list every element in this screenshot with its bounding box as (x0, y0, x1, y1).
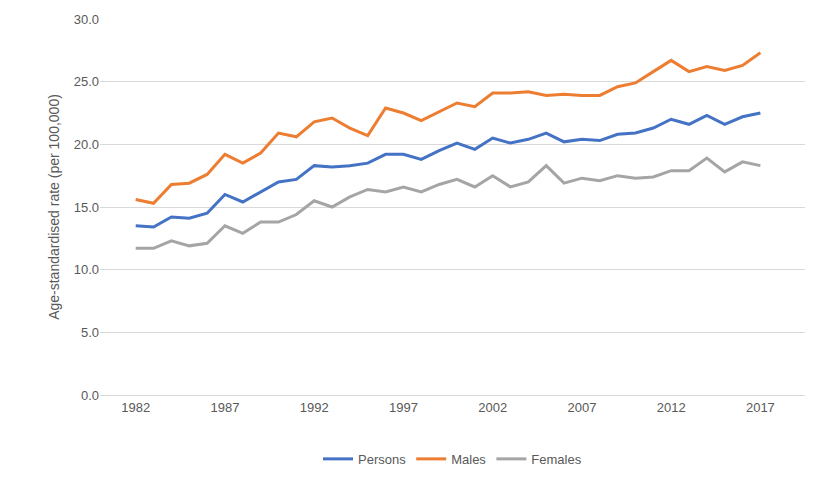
svg-text:2007: 2007 (567, 400, 596, 415)
svg-text:Persons: Persons (358, 452, 406, 467)
svg-text:5.0: 5.0 (81, 325, 99, 340)
svg-text:30.0: 30.0 (74, 12, 99, 27)
svg-text:2017: 2017 (746, 400, 775, 415)
svg-text:1987: 1987 (210, 400, 239, 415)
svg-text:Males: Males (451, 452, 486, 467)
svg-text:20.0: 20.0 (74, 137, 99, 152)
svg-text:10.0: 10.0 (74, 262, 99, 277)
svg-text:1992: 1992 (300, 400, 329, 415)
svg-text:Age-standardised rate (per 100: Age-standardised rate (per 100,000) (46, 94, 62, 320)
svg-text:1997: 1997 (389, 400, 418, 415)
svg-text:25.0: 25.0 (74, 74, 99, 89)
svg-text:1982: 1982 (121, 400, 150, 415)
svg-text:15.0: 15.0 (74, 200, 99, 215)
svg-text:Females: Females (531, 452, 581, 467)
svg-text:2002: 2002 (478, 400, 507, 415)
svg-text:0.0: 0.0 (81, 388, 99, 403)
svg-text:2012: 2012 (657, 400, 686, 415)
